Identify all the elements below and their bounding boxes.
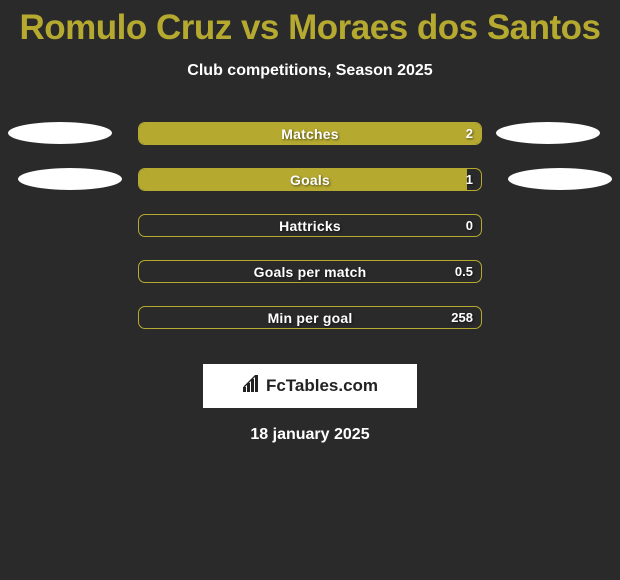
stat-value: 0 — [466, 215, 473, 236]
stat-label: Min per goal — [139, 307, 481, 328]
stat-bar: Min per goal258 — [138, 306, 482, 329]
stat-row: Hattricks0 — [0, 214, 620, 260]
branding-badge: FcTables.com — [203, 364, 417, 408]
stat-label: Goals per match — [139, 261, 481, 282]
player-avatar-right — [508, 168, 612, 190]
comparison-card: Romulo Cruz vs Moraes dos Santos Club co… — [0, 0, 620, 580]
stat-bar: Goals1 — [138, 168, 482, 191]
stat-row: Min per goal258 — [0, 306, 620, 352]
stat-row: Matches2 — [0, 122, 620, 168]
stat-row: Goals1 — [0, 168, 620, 214]
stat-value: 0.5 — [455, 261, 473, 282]
stat-label: Matches — [139, 123, 481, 144]
player-avatar-left — [8, 122, 112, 144]
date-label: 18 january 2025 — [0, 426, 620, 444]
stat-value: 1 — [466, 169, 473, 190]
stat-label: Goals — [139, 169, 481, 190]
stat-rows: Matches2Goals1Hattricks0Goals per match0… — [0, 122, 620, 352]
branding-inner: FcTables.com — [242, 375, 378, 398]
chart-icon — [242, 375, 262, 398]
stat-bar: Goals per match0.5 — [138, 260, 482, 283]
page-title: Romulo Cruz vs Moraes dos Santos — [0, 0, 620, 48]
branding-text: FcTables.com — [266, 376, 378, 396]
stat-row: Goals per match0.5 — [0, 260, 620, 306]
stat-value: 2 — [466, 123, 473, 144]
player-avatar-right — [496, 122, 600, 144]
stat-value: 258 — [451, 307, 473, 328]
stat-bar: Matches2 — [138, 122, 482, 145]
player-avatar-left — [18, 168, 122, 190]
subtitle: Club competitions, Season 2025 — [0, 62, 620, 80]
stat-label: Hattricks — [139, 215, 481, 236]
stat-bar: Hattricks0 — [138, 214, 482, 237]
